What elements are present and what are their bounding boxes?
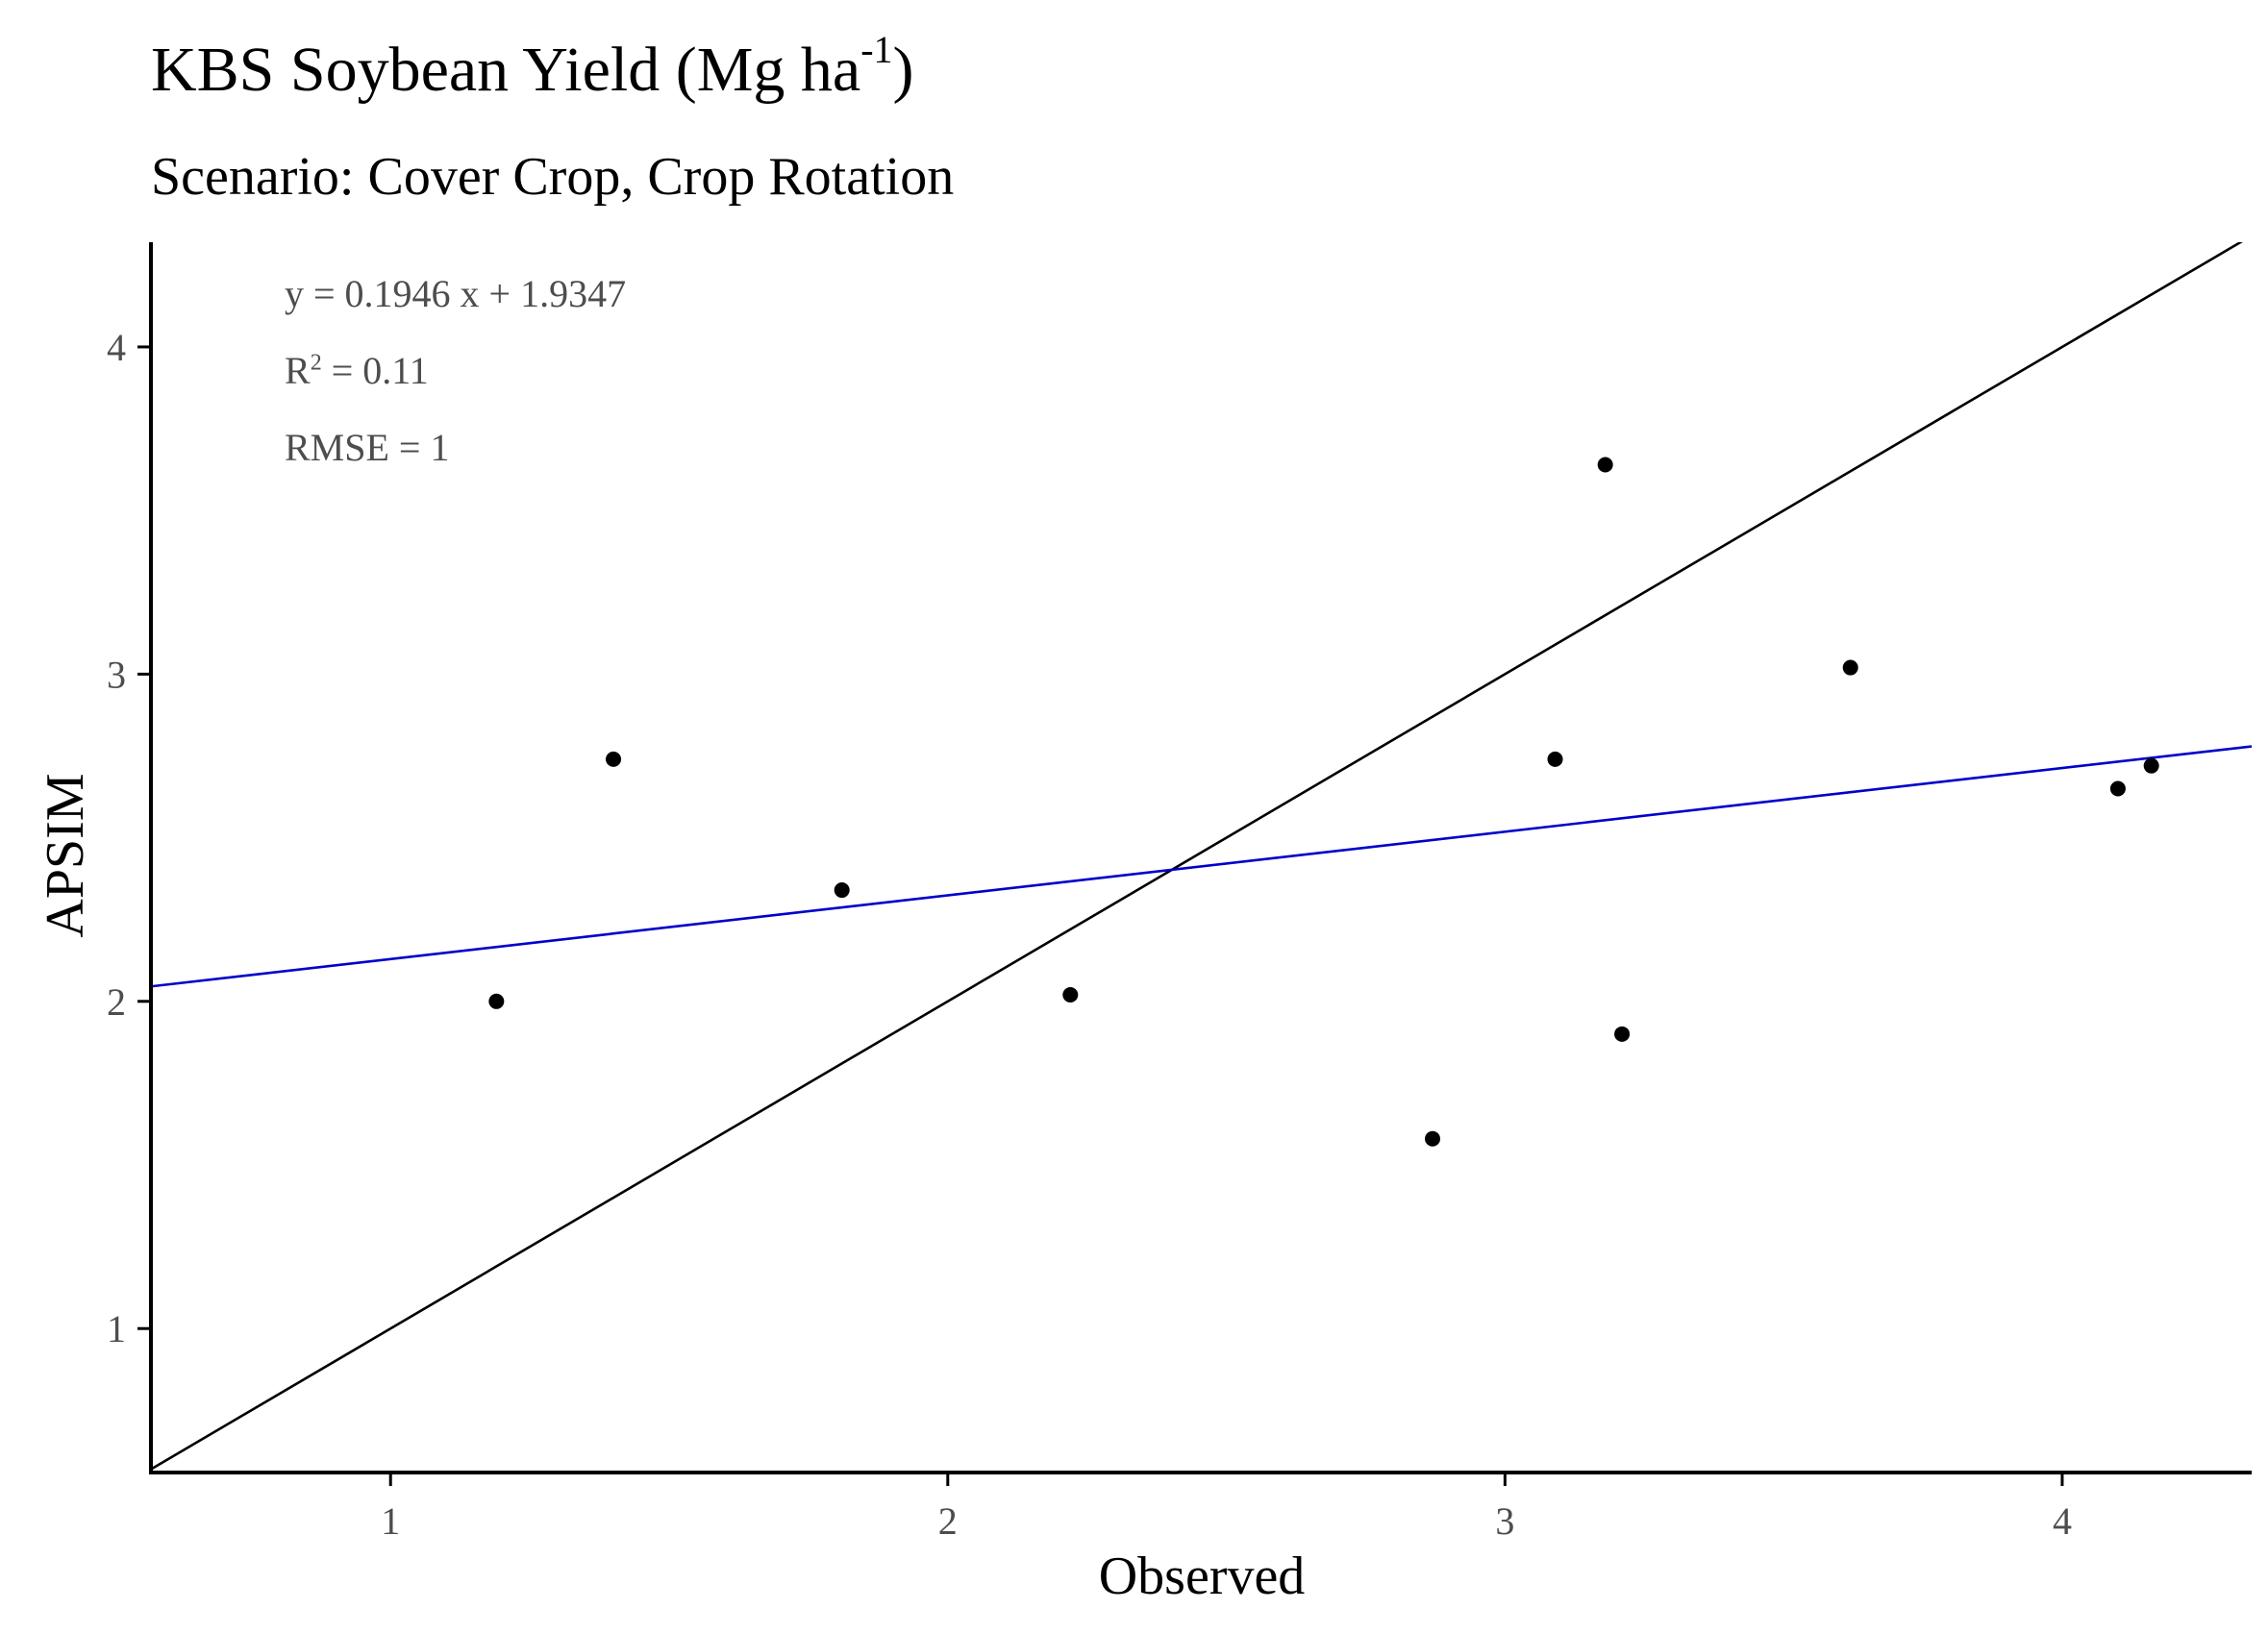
y-axis-label: APSIM [36, 773, 95, 938]
chart-title: KBS Soybean Yield (Mg ha-1) [151, 28, 914, 105]
data-point [1425, 1130, 1441, 1147]
x-tick-label: 4 [2053, 1499, 2072, 1543]
x-tick-label: 2 [938, 1499, 958, 1543]
data-point [1062, 986, 1079, 1003]
chart-subtitle: Scenario: Cover Crop, Crop Rotation [151, 147, 955, 207]
data-point [1597, 457, 1613, 473]
x-axis-label: Observed [1098, 1547, 1306, 1606]
rmse-label: RMSE = 1 [285, 426, 450, 469]
data-point [2109, 780, 2126, 797]
one-to-one-line [151, 242, 2243, 1471]
x-tick-label: 3 [1495, 1499, 1514, 1543]
x-tick-label: 1 [381, 1499, 400, 1543]
y-tick-label: 2 [107, 980, 126, 1024]
y-tick-label: 1 [107, 1307, 126, 1350]
data-point [2143, 757, 2159, 774]
data-point [606, 751, 622, 767]
data-point [1842, 659, 1858, 676]
regression-line [151, 745, 2252, 988]
y-tick-label: 3 [107, 653, 126, 696]
data-point [488, 993, 505, 1009]
y-tick-label: 4 [107, 326, 126, 369]
regression-equation: y = 0.1946 x + 1.9347 [285, 272, 627, 315]
data-point [1547, 751, 1563, 767]
data-point [1614, 1026, 1631, 1042]
r-squared-label: R2 = 0.11 [285, 349, 429, 392]
data-point [834, 882, 850, 899]
